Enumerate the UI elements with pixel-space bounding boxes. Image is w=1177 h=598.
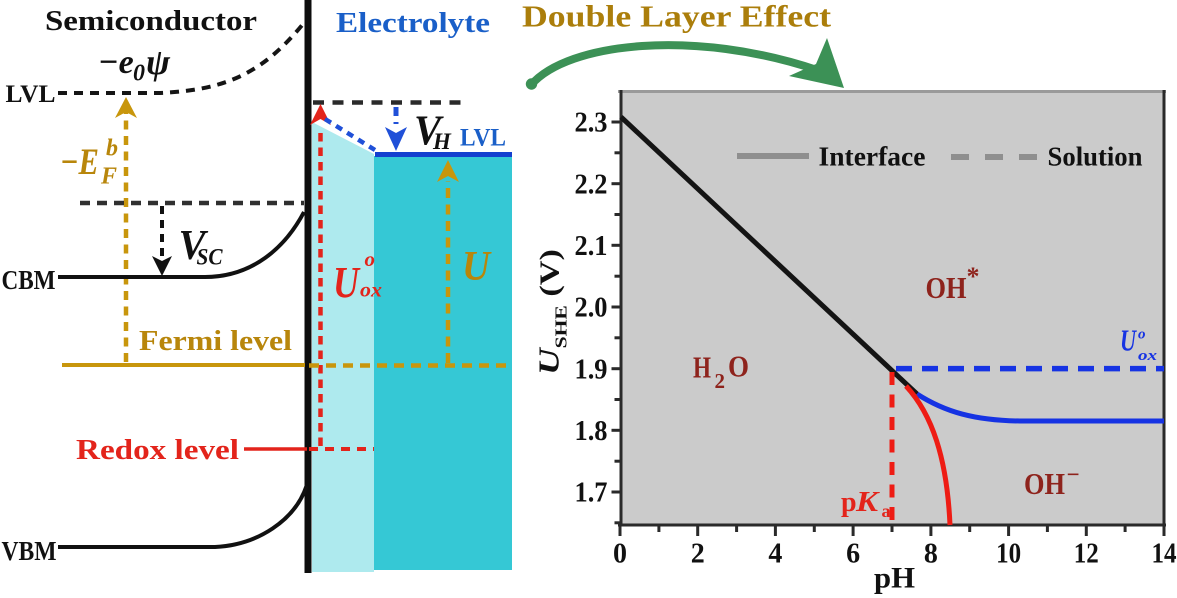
- svg-text:Semiconductor: Semiconductor: [45, 5, 257, 37]
- svg-text:−: −: [1067, 462, 1080, 487]
- svg-text:OH: OH: [1024, 466, 1065, 501]
- svg-text:10: 10: [996, 539, 1021, 570]
- svg-text:Fermi level: Fermi level: [139, 325, 292, 357]
- svg-text:−e: −e: [98, 44, 134, 81]
- svg-text:V: V: [179, 223, 209, 269]
- svg-text:H: H: [693, 350, 711, 385]
- svg-text:pH: pH: [874, 562, 915, 595]
- svg-text:Interface: Interface: [819, 142, 926, 172]
- svg-text:2.3: 2.3: [575, 108, 608, 139]
- svg-text:1.9: 1.9: [575, 354, 608, 385]
- svg-text:b: b: [106, 136, 118, 162]
- svg-text:8: 8: [924, 539, 938, 570]
- svg-text:2.2: 2.2: [575, 169, 608, 200]
- svg-text:a: a: [882, 501, 891, 521]
- svg-text:14: 14: [1152, 539, 1177, 570]
- svg-text:o: o: [365, 247, 376, 271]
- svg-text:U: U: [1120, 323, 1137, 358]
- svg-text:SC: SC: [197, 245, 224, 270]
- svg-text:*: *: [967, 262, 980, 291]
- svg-text:F: F: [100, 164, 117, 190]
- svg-text:Redox level: Redox level: [76, 434, 239, 466]
- svg-text:Electrolyte: Electrolyte: [336, 7, 490, 39]
- svg-text:ox: ox: [1138, 348, 1158, 364]
- svg-text:U: U: [333, 258, 361, 307]
- svg-text:LVL: LVL: [6, 81, 56, 108]
- svg-text:2: 2: [715, 369, 726, 393]
- svg-text:ox: ox: [360, 278, 382, 302]
- svg-text:V: V: [414, 109, 444, 155]
- svg-text:VBM: VBM: [2, 536, 57, 566]
- svg-text:12: 12: [1074, 539, 1099, 570]
- svg-text:K: K: [855, 486, 880, 518]
- svg-text:Double Layer Effect: Double Layer Effect: [522, 0, 832, 34]
- svg-text:o: o: [1138, 327, 1146, 343]
- svg-text:2.0: 2.0: [575, 293, 608, 324]
- svg-text:−E: −E: [60, 142, 99, 183]
- svg-text:p: p: [841, 487, 857, 518]
- svg-text:0: 0: [613, 539, 627, 570]
- svg-text:1.7: 1.7: [575, 478, 608, 509]
- svg-text:2: 2: [691, 539, 705, 570]
- svg-text:2.1: 2.1: [575, 231, 608, 262]
- svg-text:U: U: [462, 244, 492, 290]
- svg-text:4: 4: [768, 539, 782, 570]
- svg-text:OH: OH: [926, 270, 967, 305]
- svg-text:O: O: [728, 349, 749, 384]
- svg-text:LVL: LVL: [460, 125, 506, 152]
- svg-text:1.8: 1.8: [575, 416, 608, 447]
- svg-text:CBM: CBM: [2, 265, 56, 295]
- svg-text:ψ: ψ: [146, 42, 171, 82]
- svg-text:6: 6: [846, 539, 860, 570]
- svg-text:0: 0: [133, 61, 145, 87]
- svg-text:Solution: Solution: [1048, 142, 1143, 172]
- svg-text:H: H: [432, 129, 452, 154]
- svg-text:USHE (V): USHE (V): [534, 249, 571, 375]
